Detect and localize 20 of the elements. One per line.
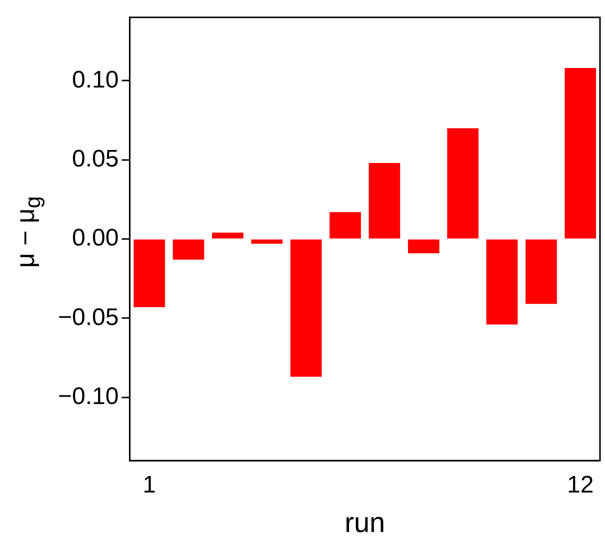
bar	[290, 240, 322, 377]
bar	[526, 240, 557, 304]
x-axis-title: run	[344, 506, 386, 538]
bar	[368, 163, 400, 238]
bar	[330, 212, 361, 238]
bar	[486, 240, 518, 324]
y-tick-label: −0.05	[58, 304, 119, 331]
bar	[172, 240, 204, 260]
bar	[564, 68, 596, 238]
y-tick-label: 0.05	[72, 145, 119, 172]
y-tick-label: 0.00	[72, 224, 119, 252]
bar	[134, 240, 165, 308]
x-tick-label: 1	[142, 472, 156, 499]
bar	[447, 128, 479, 238]
y-tick-label: 0.10	[72, 66, 119, 94]
bar	[408, 240, 440, 254]
bar	[212, 232, 244, 238]
y-tick-label: −0.10	[58, 382, 119, 410]
x-tick-label: 12	[567, 472, 594, 499]
bar	[251, 240, 283, 244]
